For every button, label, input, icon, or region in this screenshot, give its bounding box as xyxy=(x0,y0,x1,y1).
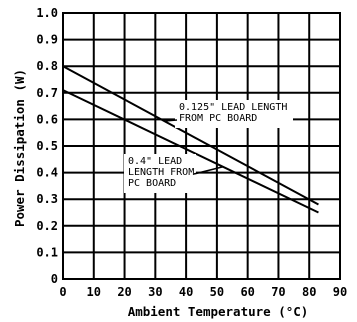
series-line-1 xyxy=(62,65,319,206)
annotation-2-line: PC BOARD xyxy=(128,178,176,189)
x-tick-label: 60 xyxy=(240,285,254,299)
x-tick-label: 80 xyxy=(302,285,316,299)
y-tick-label: 0.7 xyxy=(36,86,58,100)
y-axis-label: Power Dissipation (W) xyxy=(12,69,27,227)
x-tick-label: 20 xyxy=(117,285,131,299)
x-tick-label: 70 xyxy=(271,285,285,299)
annotation-1-leader xyxy=(164,119,178,122)
annotation-1-line: 0.125" LEAD LENGTH xyxy=(179,102,287,113)
series-line-2 xyxy=(62,89,319,214)
grid xyxy=(62,12,341,280)
y-tick-label: 0.3 xyxy=(36,192,58,206)
x-axis-label: Ambient Temperature (°C) xyxy=(128,304,309,319)
y-tick-label: 0 xyxy=(51,272,58,286)
y-tick-label: 0.4 xyxy=(36,166,58,180)
annotation-2-line: LENGTH FROM xyxy=(128,167,194,178)
annotation-1-line: FROM PC BOARD xyxy=(179,113,257,124)
x-tick-label: 30 xyxy=(148,285,162,299)
annotation-box-2 xyxy=(124,154,196,193)
y-tick-label: 0.8 xyxy=(36,59,58,73)
x-tick-label: 90 xyxy=(333,285,347,299)
y-tick-label: 0.9 xyxy=(36,33,58,47)
x-tick-label: 10 xyxy=(87,285,101,299)
tick-labels: 0 10 20 30 40 50 60 70 80 90 0 0.1 0.2 0.3 0.4 0.5 0.6 0.… xyxy=(36,6,347,299)
y-tick-label: 0.5 xyxy=(36,139,58,153)
x-tick-label: 0 xyxy=(59,285,66,299)
y-tick-label: 0.6 xyxy=(36,112,58,126)
x-tick-label: 40 xyxy=(179,285,193,299)
plot-border xyxy=(62,12,341,280)
y-tick-label: 0.1 xyxy=(36,245,58,259)
y-tick-label: 0.2 xyxy=(36,219,58,233)
annotation-2-leader xyxy=(193,166,224,175)
annotation-box-1 xyxy=(175,100,293,128)
y-tick-label: 1.0 xyxy=(36,6,58,20)
series-lines xyxy=(62,65,319,214)
annotation-2-line: 0.4" LEAD xyxy=(128,156,182,167)
x-tick-label: 50 xyxy=(210,285,224,299)
